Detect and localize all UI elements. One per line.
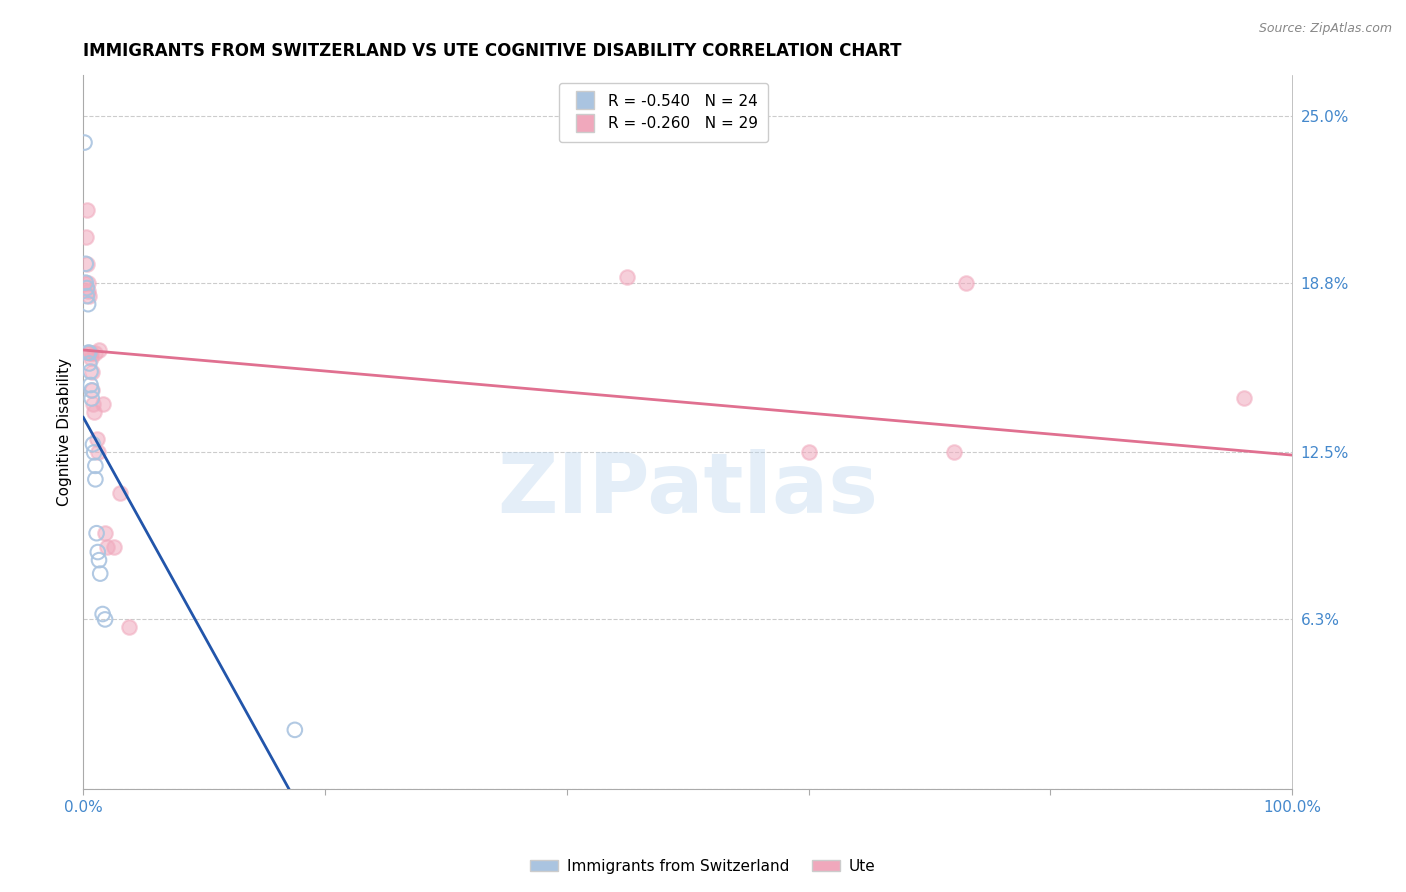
Point: [96, 540, 118, 554]
Point: [79, 365, 101, 379]
Y-axis label: Cognitive Disability: Cognitive Disability: [58, 358, 72, 507]
Point: [75, 276, 97, 290]
Point: [76, 257, 98, 271]
Point: [955, 276, 977, 290]
Legend: R = -0.540   N = 24, R = -0.260   N = 29: R = -0.540 N = 24, R = -0.260 N = 29: [558, 83, 768, 142]
Point: [87, 445, 110, 459]
Point: [73, 276, 96, 290]
Point: [79, 351, 101, 365]
Point: [80, 384, 103, 398]
Point: [76, 202, 98, 217]
Point: [77, 297, 100, 311]
Point: [82, 397, 104, 411]
Point: [91, 397, 114, 411]
Point: [942, 445, 965, 459]
Point: [77, 276, 100, 290]
Point: [103, 540, 125, 554]
Point: [87, 553, 110, 567]
Point: [108, 485, 131, 500]
Point: [94, 526, 117, 541]
Point: [75, 230, 97, 244]
Point: [79, 356, 101, 370]
Point: [82, 437, 104, 451]
Point: [79, 345, 101, 359]
Point: [284, 723, 307, 737]
Point: [80, 384, 103, 398]
Legend: Immigrants from Switzerland, Ute: Immigrants from Switzerland, Ute: [524, 853, 882, 880]
Point: [797, 445, 820, 459]
Point: [86, 526, 108, 541]
Point: [77, 345, 100, 359]
Point: [76, 289, 98, 303]
Point: [1233, 392, 1256, 406]
Point: [616, 270, 638, 285]
Point: [73, 136, 96, 150]
Point: [94, 612, 117, 626]
Text: IMMIGRANTS FROM SWITZERLAND VS UTE COGNITIVE DISABILITY CORRELATION CHART: IMMIGRANTS FROM SWITZERLAND VS UTE COGNI…: [83, 42, 901, 60]
Point: [84, 472, 107, 486]
Point: [77, 284, 100, 298]
Point: [83, 445, 105, 459]
Point: [79, 289, 101, 303]
Point: [75, 257, 97, 271]
Point: [79, 345, 101, 359]
Point: [79, 345, 101, 359]
Point: [80, 365, 103, 379]
Point: [86, 432, 108, 446]
Point: [80, 392, 103, 406]
Point: [83, 405, 105, 419]
Point: [91, 607, 114, 621]
Point: [87, 545, 110, 559]
Point: [89, 566, 111, 581]
Point: [76, 281, 98, 295]
Text: Source: ZipAtlas.com: Source: ZipAtlas.com: [1258, 22, 1392, 36]
Point: [79, 378, 101, 392]
Point: [118, 620, 141, 634]
Text: ZIPatlas: ZIPatlas: [498, 449, 879, 530]
Point: [84, 345, 107, 359]
Point: [87, 343, 110, 357]
Point: [84, 458, 107, 473]
